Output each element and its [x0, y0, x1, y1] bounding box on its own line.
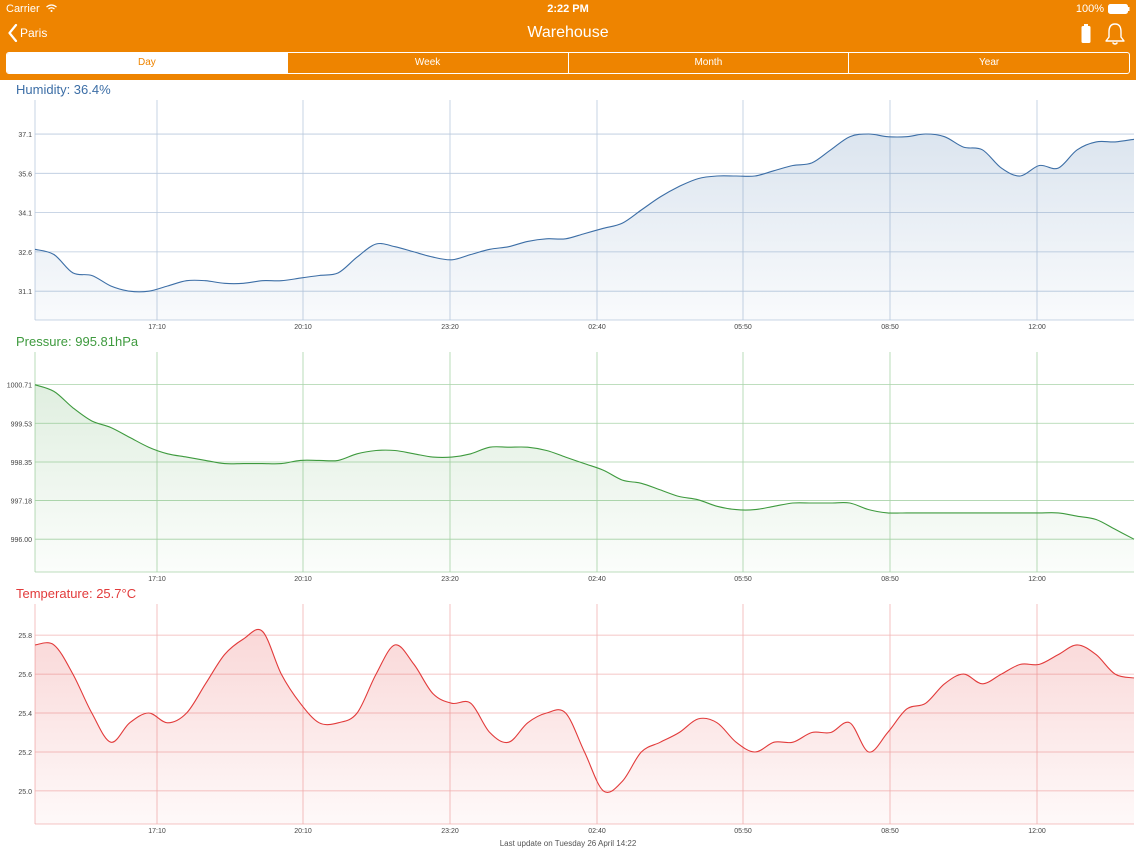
- temperature-y-tick-label: 25.8: [18, 633, 32, 640]
- pressure-x-tick-label: 02:40: [588, 576, 606, 583]
- humidity-x-tick-label: 17:10: [148, 324, 166, 331]
- temperature-series-line: [34, 628, 1135, 793]
- humidity-series-line: [34, 133, 1135, 293]
- pressure-x-tick-label: 08:50: [881, 576, 899, 583]
- humidity-x-tick-label: 12:00: [1028, 324, 1046, 331]
- temperature-y-tick-label: 25.0: [18, 789, 32, 796]
- temperature-x-tick-label: 17:10: [148, 828, 166, 835]
- pressure-x-tick-label: 17:10: [148, 576, 166, 583]
- pressure-y-tick-label: 999.53: [11, 421, 33, 428]
- temperature-y-tick-label: 25.6: [18, 672, 32, 679]
- tab-month[interactable]: Month: [567, 53, 849, 73]
- pressure-y-tick-label: 997.18: [11, 498, 33, 505]
- page-title: Warehouse: [527, 24, 609, 41]
- pressure-x-tick-label: 23:20: [441, 576, 459, 583]
- clock-label: 2:22 PM: [547, 3, 589, 15]
- battery-vertical-icon[interactable]: [1080, 23, 1092, 45]
- wifi-icon: [45, 4, 57, 12]
- temperature-y-tick-label: 25.4: [18, 711, 32, 718]
- humidity-chart-title: Humidity: 36.4%: [16, 82, 111, 97]
- tab-day[interactable]: Day: [7, 53, 287, 73]
- pressure-y-tick-label: 998.35: [11, 460, 33, 467]
- pressure-x-tick-label: 20:10: [294, 576, 312, 583]
- tab-week[interactable]: Week: [286, 53, 568, 73]
- humidity-y-tick-label: 31.1: [18, 289, 32, 296]
- last-update-label: Last update on Tuesday 26 April 14:22: [499, 839, 637, 848]
- humidity-x-tick-label: 02:40: [588, 324, 606, 331]
- battery-icon: [1108, 4, 1130, 14]
- humidity-x-tick-label: 20:10: [294, 324, 312, 331]
- pressure-y-tick-label: 996.00: [11, 537, 33, 544]
- humidity-chart: 37.1 35.6 34.1 32.6 31.1 17:10 20:10 23:20 02:40…: [18, 100, 1135, 331]
- temperature-x-tick-label: 23:20: [441, 828, 459, 835]
- period-segmented-control: Day Week Month Year: [6, 52, 1130, 74]
- carrier-text: Carrier: [6, 3, 40, 15]
- temperature-y-tick-label: 25.2: [18, 750, 32, 757]
- chevron-left-icon: [8, 24, 18, 42]
- temperature-chart: 25.8 25.6 25.4 25.2 25.0 17:10 20:10 23:20 02:40…: [18, 604, 1135, 835]
- pressure-x-tick-label: 12:00: [1028, 576, 1046, 583]
- temperature-x-tick-label: 02:40: [588, 828, 606, 835]
- humidity-y-tick-label: 34.1: [18, 211, 32, 218]
- pressure-area-fill: [35, 384, 1134, 572]
- temperature-area-fill: [35, 629, 1134, 824]
- nav-actions: [1080, 22, 1126, 46]
- back-label: Paris: [20, 26, 48, 40]
- humidity-area-fill: [35, 134, 1134, 320]
- temperature-x-tick-label: 12:00: [1028, 828, 1046, 835]
- status-bar: Carrier 2:22 PM 100%: [0, 0, 1136, 18]
- carrier-label: Carrier: [6, 3, 57, 15]
- humidity-y-tick-label: 35.6: [18, 171, 32, 178]
- humidity-x-tick-label: 08:50: [881, 324, 899, 331]
- navigation-bar: Paris Warehouse: [0, 22, 1136, 48]
- pressure-chart-title: Pressure: 995.81hPa: [16, 334, 139, 349]
- humidity-y-tick-label: 37.1: [18, 132, 32, 139]
- temperature-x-tick-label: 05:50: [734, 828, 752, 835]
- temperature-x-tick-label: 08:50: [881, 828, 899, 835]
- temperature-chart-title: Temperature: 25.7°C: [16, 586, 137, 601]
- pressure-chart: 1000.71 999.53 998.35 997.18 996.00 17:10 20:1…: [7, 352, 1135, 583]
- humidity-y-tick-label: 32.6: [18, 250, 32, 257]
- pressure-series-line: [34, 384, 1135, 540]
- temperature-x-tick-label: 20:10: [294, 828, 312, 835]
- humidity-x-tick-label: 23:20: [441, 324, 459, 331]
- battery-percent: 100%: [1075, 3, 1104, 15]
- humidity-x-tick-label: 05:50: [734, 324, 752, 331]
- app-header: Carrier 2:22 PM 100% Paris Warehouse: [0, 0, 1136, 80]
- tab-year[interactable]: Year: [848, 53, 1129, 73]
- bell-icon[interactable]: [1104, 22, 1126, 46]
- pressure-x-tick-label: 05:50: [734, 576, 752, 583]
- back-button[interactable]: Paris: [8, 24, 47, 42]
- battery-status: 100%: [1076, 3, 1130, 15]
- pressure-y-tick-label: 1000.71: [7, 383, 32, 390]
